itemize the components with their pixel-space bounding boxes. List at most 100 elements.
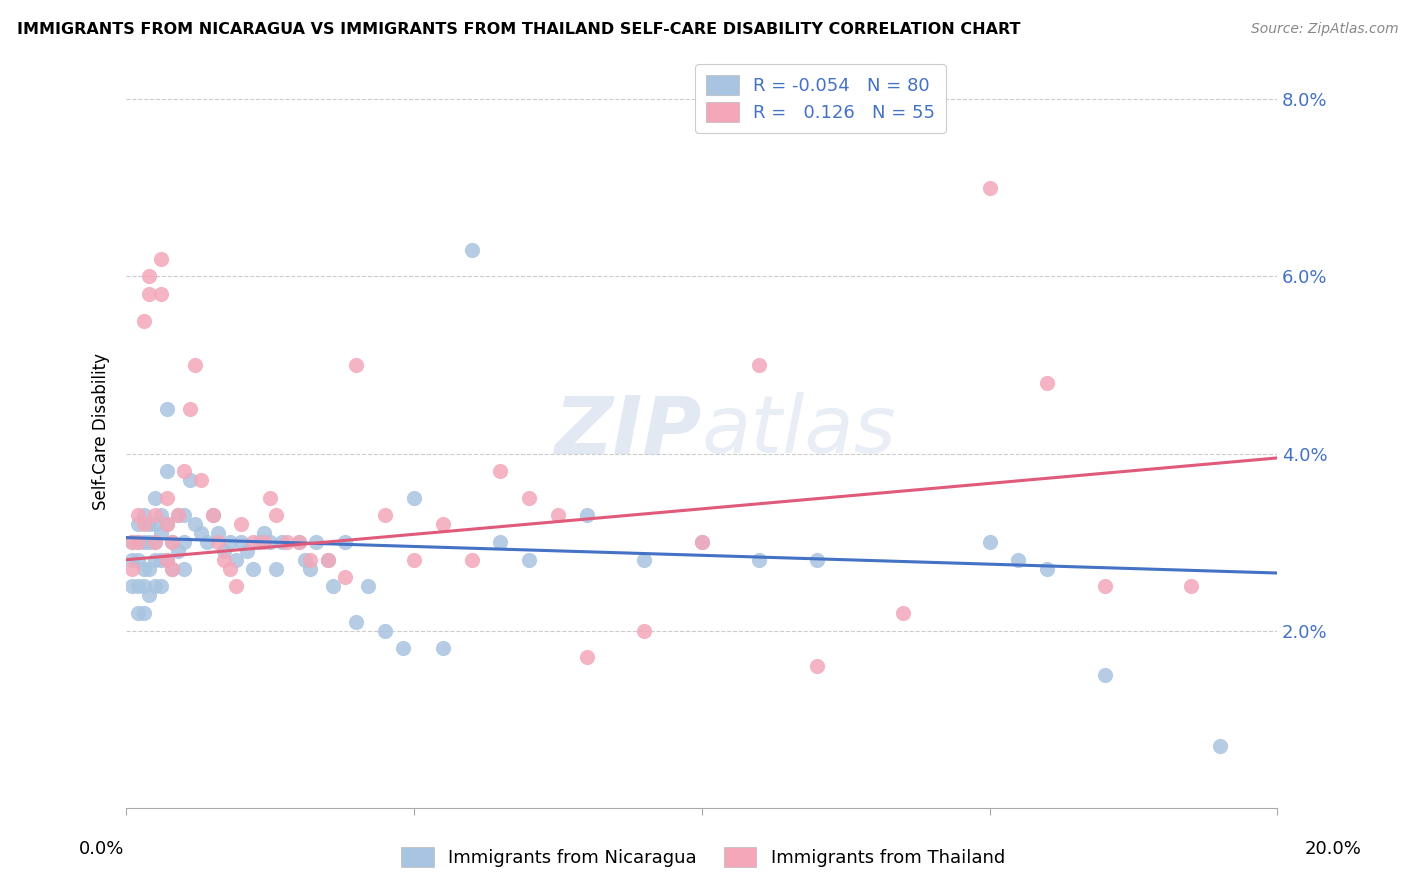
Point — [143, 535, 166, 549]
Point — [231, 517, 253, 532]
Text: 0.0%: 0.0% — [79, 840, 124, 858]
Point — [1007, 553, 1029, 567]
Point — [138, 517, 160, 532]
Point — [162, 561, 184, 575]
Point — [201, 508, 224, 523]
Point — [489, 535, 512, 549]
Point — [167, 508, 190, 523]
Point — [121, 535, 143, 549]
Point — [149, 526, 172, 541]
Point — [357, 579, 380, 593]
Point — [460, 243, 482, 257]
Point — [212, 544, 235, 558]
Point — [162, 561, 184, 575]
Point — [149, 579, 172, 593]
Point — [299, 561, 322, 575]
Point — [270, 535, 292, 549]
Point — [149, 508, 172, 523]
Point — [225, 553, 247, 567]
Point — [132, 535, 155, 549]
Point — [806, 659, 828, 673]
Point — [121, 579, 143, 593]
Point — [1180, 579, 1202, 593]
Point — [190, 473, 212, 487]
Point — [242, 561, 264, 575]
Point — [979, 535, 1001, 549]
Point — [127, 606, 149, 620]
Point — [121, 535, 143, 549]
Point — [979, 181, 1001, 195]
Point — [162, 535, 184, 549]
Point — [253, 526, 276, 541]
Point — [173, 464, 195, 478]
Point — [143, 579, 166, 593]
Point — [155, 402, 177, 417]
Point — [806, 553, 828, 567]
Point — [132, 314, 155, 328]
Point — [690, 535, 713, 549]
Point — [633, 624, 655, 638]
Point — [173, 535, 195, 549]
Point — [179, 402, 201, 417]
Point — [201, 508, 224, 523]
Point — [143, 535, 166, 549]
Point — [149, 553, 172, 567]
Legend: R = -0.054   N = 80, R =   0.126   N = 55: R = -0.054 N = 80, R = 0.126 N = 55 — [696, 64, 946, 133]
Point — [316, 553, 339, 567]
Point — [149, 287, 172, 301]
Point — [207, 526, 229, 541]
Point — [391, 641, 413, 656]
Point — [127, 517, 149, 532]
Point — [333, 570, 356, 584]
Point — [143, 508, 166, 523]
Point — [460, 553, 482, 567]
Point — [517, 553, 540, 567]
Point — [127, 553, 149, 567]
Point — [253, 535, 276, 549]
Point — [184, 517, 207, 532]
Point — [155, 553, 177, 567]
Point — [149, 252, 172, 266]
Point — [247, 535, 270, 549]
Point — [1094, 579, 1116, 593]
Point — [547, 508, 569, 523]
Point — [212, 553, 235, 567]
Point — [184, 358, 207, 372]
Point — [236, 544, 259, 558]
Point — [155, 553, 177, 567]
Point — [1094, 668, 1116, 682]
Point — [264, 508, 287, 523]
Point — [132, 579, 155, 593]
Point — [121, 553, 143, 567]
Point — [575, 650, 598, 665]
Point — [173, 508, 195, 523]
Point — [127, 535, 149, 549]
Point — [891, 606, 914, 620]
Point — [333, 535, 356, 549]
Point — [264, 561, 287, 575]
Point — [155, 491, 177, 505]
Y-axis label: Self-Care Disability: Self-Care Disability — [93, 353, 110, 510]
Point — [316, 553, 339, 567]
Point — [288, 535, 311, 549]
Point — [155, 464, 177, 478]
Point — [219, 535, 242, 549]
Point — [346, 358, 368, 372]
Point — [242, 535, 264, 549]
Point — [143, 553, 166, 567]
Point — [127, 508, 149, 523]
Point — [138, 287, 160, 301]
Point — [748, 358, 770, 372]
Point — [132, 561, 155, 575]
Point — [127, 579, 149, 593]
Point — [288, 535, 311, 549]
Point — [1208, 739, 1230, 753]
Point — [190, 526, 212, 541]
Text: IMMIGRANTS FROM NICARAGUA VS IMMIGRANTS FROM THAILAND SELF-CARE DISABILITY CORRE: IMMIGRANTS FROM NICARAGUA VS IMMIGRANTS … — [17, 22, 1021, 37]
Text: atlas: atlas — [702, 392, 897, 470]
Point — [138, 588, 160, 602]
Point — [219, 561, 242, 575]
Point — [346, 615, 368, 629]
Point — [259, 535, 281, 549]
Point — [489, 464, 512, 478]
